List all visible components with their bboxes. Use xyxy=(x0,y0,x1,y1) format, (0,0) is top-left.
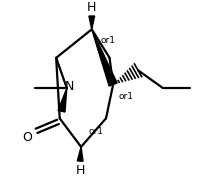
Polygon shape xyxy=(58,88,67,112)
Text: or1: or1 xyxy=(88,127,103,136)
Polygon shape xyxy=(92,29,117,86)
Text: O: O xyxy=(23,132,33,145)
Text: or1: or1 xyxy=(101,36,116,45)
Text: N: N xyxy=(65,80,74,93)
Text: or1: or1 xyxy=(119,92,134,101)
Text: H: H xyxy=(75,164,85,177)
Polygon shape xyxy=(89,16,95,29)
Text: H: H xyxy=(87,1,96,14)
Polygon shape xyxy=(77,147,83,161)
